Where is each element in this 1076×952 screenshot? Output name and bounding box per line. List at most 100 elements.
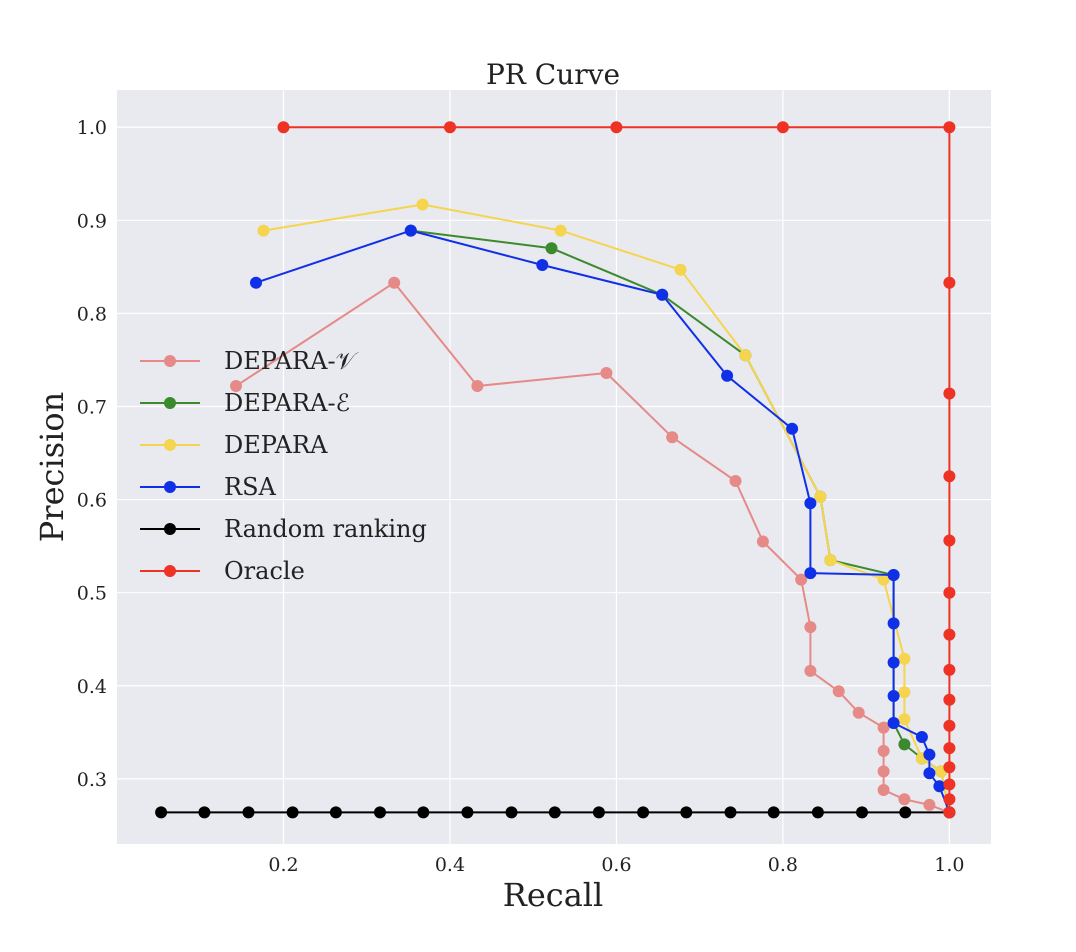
data-point (915, 731, 928, 743)
legend-item: DEPARA (140, 431, 328, 459)
data-point (230, 380, 242, 392)
y-tick-label: 0.4 (77, 676, 107, 698)
data-point (242, 806, 255, 819)
series-layer (155, 121, 956, 819)
data-point (329, 806, 342, 819)
legend-marker (164, 397, 176, 409)
series-rsa (250, 224, 956, 819)
y-tick-label: 0.5 (77, 583, 107, 605)
data-point (756, 535, 769, 548)
data-point (444, 121, 456, 134)
legend-marker (164, 565, 176, 577)
data-point (943, 663, 956, 676)
data-point (804, 621, 817, 634)
data-point (899, 806, 912, 819)
data-point (943, 628, 956, 641)
data-point (933, 780, 946, 793)
data-point (729, 475, 742, 487)
data-point (767, 806, 780, 819)
x-tick-label: 0.8 (768, 854, 798, 876)
legend-label: Oracle (224, 557, 305, 585)
data-point (724, 806, 737, 819)
data-point (877, 744, 890, 757)
data-point (943, 806, 956, 819)
data-point (666, 431, 679, 444)
legend-marker (164, 355, 176, 367)
data-point (680, 806, 693, 819)
data-point (795, 573, 808, 586)
data-point (257, 224, 270, 237)
y-tick-label: 0.7 (77, 396, 107, 418)
data-point (887, 617, 900, 630)
data-point (943, 761, 956, 774)
data-point (887, 656, 900, 669)
data-point (198, 806, 211, 819)
data-point (923, 767, 936, 780)
x-tick-label: 0.4 (435, 854, 465, 876)
data-point (943, 793, 956, 806)
data-point (898, 793, 911, 806)
x-tick-label: 1.0 (934, 854, 964, 876)
legend-item: RSA (140, 473, 277, 501)
data-point (404, 224, 417, 237)
data-point (461, 806, 474, 819)
data-point (600, 367, 613, 379)
x-tick-label: 0.2 (268, 854, 298, 876)
data-point (923, 798, 936, 811)
data-point (637, 806, 650, 819)
data-point (811, 806, 824, 819)
legend-label: Random ranking (224, 515, 427, 543)
data-point (536, 259, 549, 271)
data-point (548, 806, 561, 819)
data-point (804, 497, 817, 510)
data-point (898, 738, 911, 751)
data-point (554, 224, 567, 237)
y-tick-label: 1.0 (77, 117, 107, 139)
legend-marker (164, 439, 176, 451)
legend-label: DEPARA (224, 431, 328, 459)
data-point (887, 690, 900, 702)
data-point (943, 742, 956, 755)
data-point (786, 422, 799, 435)
legend-label: DEPARA-ℰ (224, 389, 350, 417)
data-point (416, 198, 429, 211)
data-point (674, 263, 687, 276)
data-point (943, 693, 956, 706)
series-line (263, 203, 951, 813)
legend-label: DEPARA-𝒱 (224, 347, 360, 375)
data-point (739, 349, 752, 362)
data-point (943, 778, 956, 791)
legend: DEPARA-𝒱 DEPARA-ℰ DEPARA RSA Random ranking O… (140, 347, 427, 585)
data-point (898, 652, 911, 665)
y-tick-label: 0.6 (77, 490, 107, 512)
data-point (286, 806, 299, 819)
data-point (852, 706, 865, 719)
data-point (877, 721, 890, 734)
data-point (776, 121, 789, 134)
y-tick-labels: 0.3 0.4 0.5 0.6 0.7 0.8 0.9 1.0 (77, 117, 107, 791)
y-tick-label: 0.9 (77, 210, 107, 232)
y-tick-label: 0.3 (77, 769, 107, 791)
x-tick-label: 0.6 (601, 854, 631, 876)
data-point (877, 573, 890, 586)
y-tick-label: 0.8 (77, 303, 107, 325)
legend-item: Oracle (140, 557, 305, 585)
data-point (155, 806, 168, 819)
data-point (610, 121, 623, 134)
data-point (814, 490, 827, 503)
data-point (832, 685, 845, 698)
data-point (856, 806, 868, 819)
data-point (804, 567, 817, 580)
data-point (388, 276, 401, 289)
data-point (417, 806, 430, 819)
data-point (592, 806, 605, 819)
data-point (471, 380, 484, 392)
data-point (943, 470, 956, 483)
legend-marker (164, 481, 176, 493)
legend-marker (164, 523, 176, 535)
data-point (804, 664, 817, 677)
data-point (943, 276, 956, 289)
data-point (505, 806, 518, 819)
data-point (943, 121, 956, 134)
legend-item: DEPARA-𝒱 (140, 347, 360, 375)
